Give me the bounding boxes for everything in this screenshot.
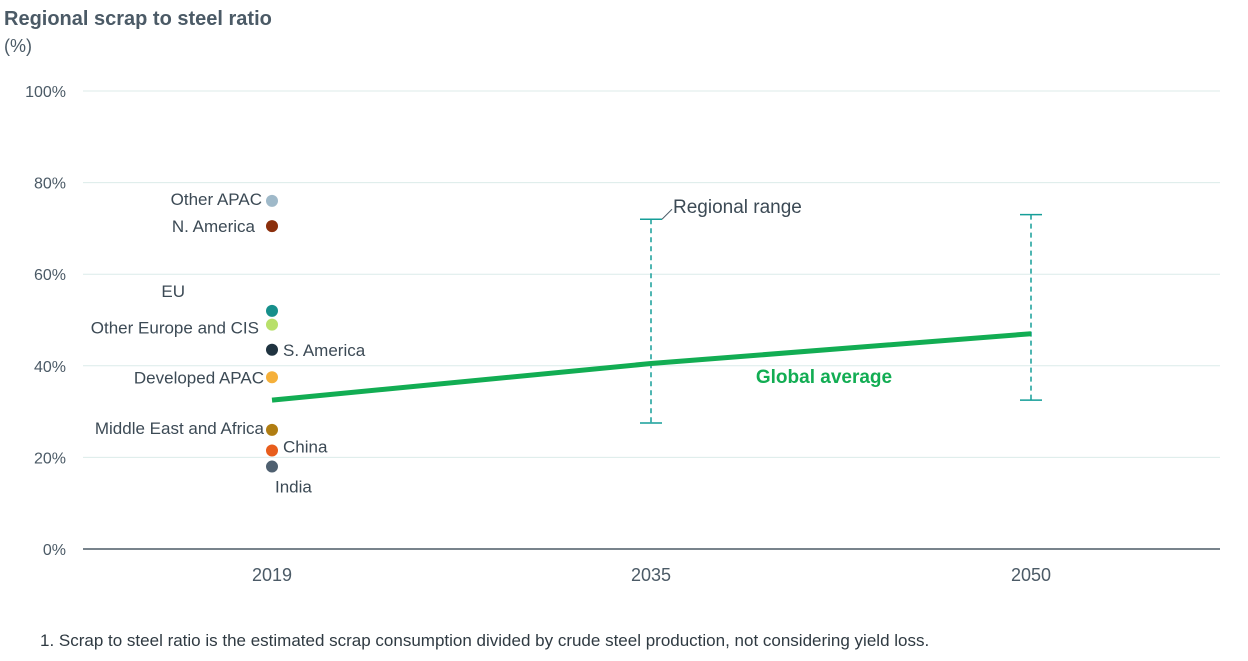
region-point (266, 371, 278, 384)
region-label: China (283, 438, 328, 457)
y-tick-label: 40% (34, 359, 66, 376)
region-point (266, 460, 278, 473)
chart: 0% 20% 40% 60% 80% 100% 2019 2035 2050 Regional r… (25, 84, 1220, 585)
region-label: EU (161, 282, 185, 301)
region-point (266, 343, 278, 356)
region-point (266, 220, 278, 233)
footnote: 1. Scrap to steel ratio is the estimated… (40, 631, 930, 650)
y-tick-label: 100% (25, 84, 66, 101)
y-tick-label: 80% (34, 176, 66, 193)
region-point (266, 318, 278, 331)
region-point (266, 444, 278, 457)
x-tick-label: 2050 (1011, 565, 1051, 585)
range-annotation-leader (661, 208, 673, 220)
y-tick-label: 0% (43, 542, 66, 559)
region-label: Other Europe and CIS (91, 319, 259, 338)
chart-title: Regional scrap to steel ratio (4, 8, 272, 30)
range-annotation-label: Regional range (673, 197, 802, 218)
region-point (266, 423, 278, 436)
y-unit-label: (%) (4, 36, 32, 56)
region-label: Middle East and Africa (95, 419, 265, 438)
x-tick-label: 2035 (631, 565, 671, 585)
region-label: N. America (172, 217, 256, 236)
region-label: Developed APAC (134, 368, 264, 387)
global-average-line (271, 331, 1032, 403)
region-point (266, 304, 278, 317)
region-point (266, 194, 278, 207)
region-label: Other APAC (171, 190, 262, 209)
y-tick-label: 60% (34, 267, 66, 284)
global-average-label: Global average (756, 367, 892, 388)
x-tick-label: 2019 (252, 565, 292, 585)
region-label: S. America (283, 341, 366, 360)
y-tick-label: 20% (34, 450, 66, 467)
region-label: India (275, 478, 312, 497)
